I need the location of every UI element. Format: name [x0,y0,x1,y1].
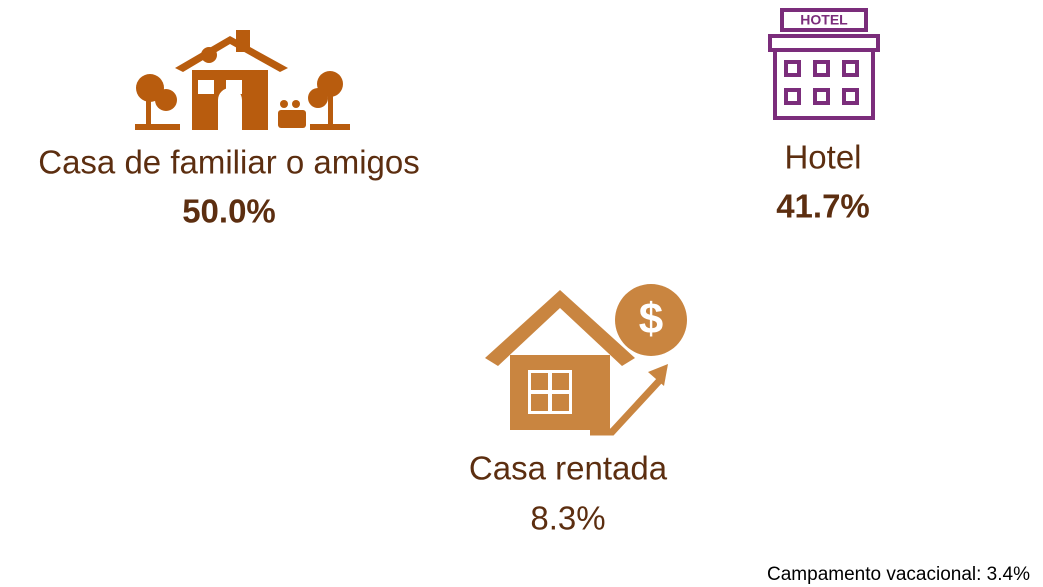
item-value: 50.0% [182,193,276,230]
item-label: Hotel [784,139,861,176]
dollar-sign: $ [639,295,663,344]
item-label: Casa rentada [469,450,668,487]
rented-house-icon [485,284,687,436]
item-label: Casa de familiar o amigos [38,144,420,181]
item-value: 8.3% [530,500,605,537]
footnote: Campamento vacacional: 3.4% [767,564,1030,585]
item-value: 41.7% [776,188,870,225]
family-house-icon [135,30,350,130]
hotel-sign: HOTEL [800,12,848,28]
hotel-icon [768,8,880,120]
